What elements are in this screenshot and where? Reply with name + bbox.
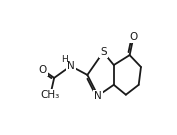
Text: O: O [129,32,138,42]
Text: S: S [100,47,107,57]
Text: CH₃: CH₃ [41,90,60,100]
Text: H: H [61,55,67,64]
Text: O: O [39,65,47,75]
Text: N: N [67,61,75,71]
Text: N: N [94,91,102,101]
